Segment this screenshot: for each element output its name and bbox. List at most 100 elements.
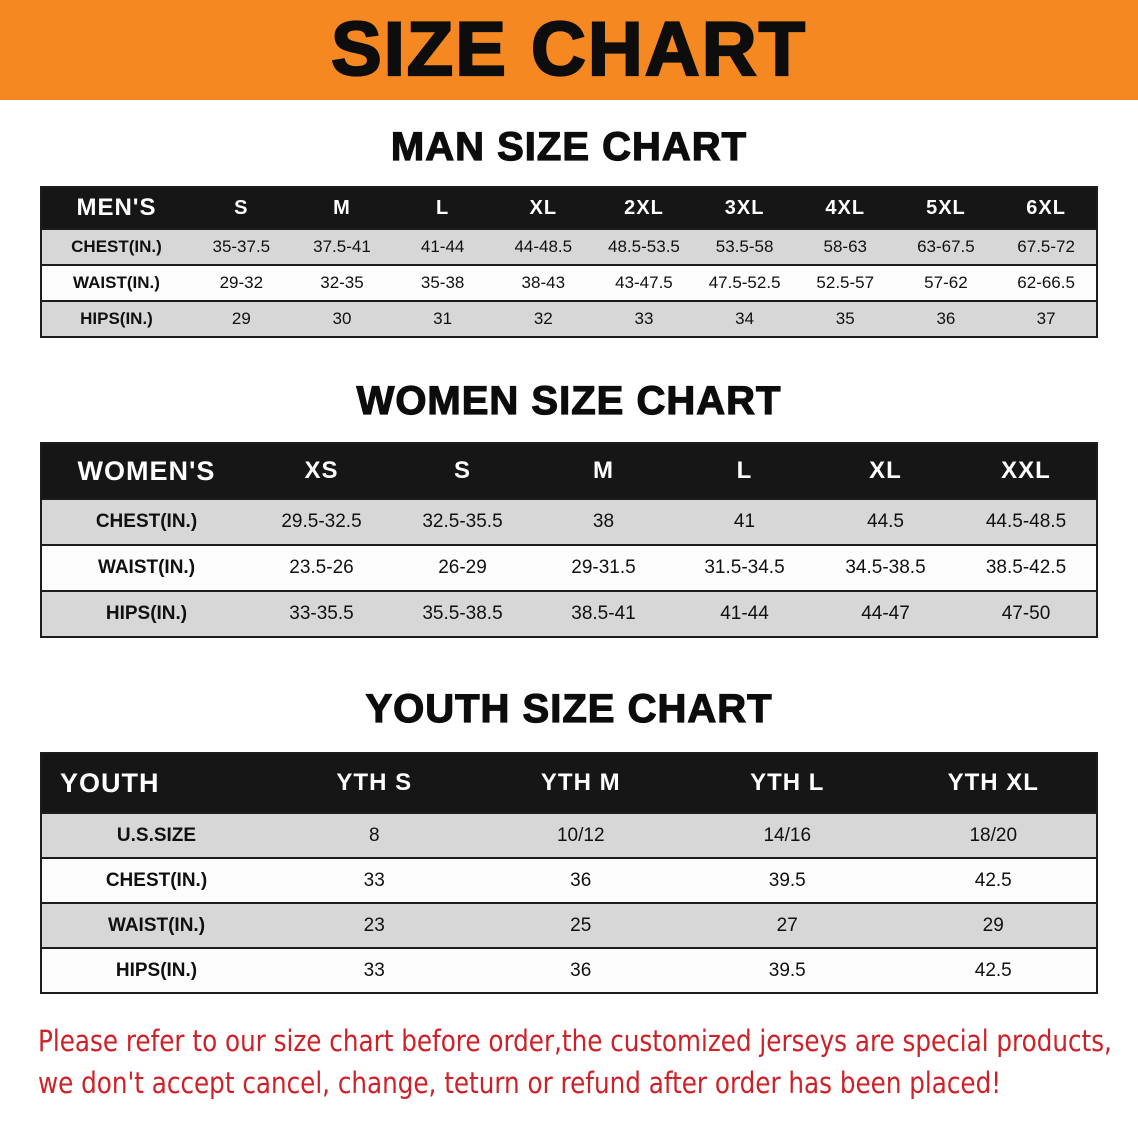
size-value: 41-44 bbox=[392, 229, 493, 265]
size-value: 35.5-38.5 bbox=[392, 591, 533, 637]
size-value: 47-50 bbox=[956, 591, 1097, 637]
size-column-header: 2XL bbox=[593, 187, 695, 229]
row-label: CHEST(IN.) bbox=[41, 858, 271, 903]
size-column-header: L bbox=[392, 187, 493, 229]
disclaimer: Please refer to our size chart before or… bbox=[38, 1020, 1138, 1104]
row-label: U.S.SIZE bbox=[41, 813, 271, 858]
disclaimer-line-1: Please refer to our size chart before or… bbox=[38, 1024, 1112, 1058]
size-value: 32 bbox=[492, 301, 594, 337]
row-label: CHEST(IN.) bbox=[41, 229, 191, 265]
row-label: HIPS(IN.) bbox=[41, 948, 271, 993]
size-value: 39.5 bbox=[684, 858, 891, 903]
size-value: 23.5-26 bbox=[251, 545, 392, 591]
size-column-header: XXL bbox=[956, 443, 1097, 499]
table-category-label: MEN'S bbox=[41, 187, 191, 229]
size-value: 44-48.5 bbox=[492, 229, 594, 265]
size-value: 29-32 bbox=[191, 265, 292, 301]
size-value: 25 bbox=[477, 903, 684, 948]
size-value: 36 bbox=[477, 948, 684, 993]
size-chart-page: SIZE CHART MAN SIZE CHART MEN'S S M L XL 2XL 3… bbox=[0, 0, 1138, 1104]
size-column-header: XS bbox=[251, 443, 392, 499]
size-column-header: L bbox=[674, 443, 815, 499]
size-column-header: YTH XL bbox=[890, 753, 1097, 813]
size-value: 67.5-72 bbox=[996, 229, 1097, 265]
size-column-header: 3XL bbox=[694, 187, 795, 229]
size-value: 14/16 bbox=[684, 813, 891, 858]
size-value: 29 bbox=[890, 903, 1097, 948]
size-value: 38-43 bbox=[492, 265, 594, 301]
size-value: 36 bbox=[477, 858, 684, 903]
women-section: WOMEN SIZE CHART WOMEN'S XS S M L XL XXL CHEST(… bbox=[0, 378, 1138, 638]
women-size-table: WOMEN'S XS S M L XL XXL CHEST(IN.) 29.5-32.5 32.5… bbox=[40, 442, 1098, 638]
youth-section-heading: YOUTH SIZE CHART bbox=[365, 686, 773, 731]
youth-section: YOUTH SIZE CHART YOUTH YTH S YTH M YTH L YTH… bbox=[0, 686, 1138, 994]
size-value: 32-35 bbox=[291, 265, 393, 301]
size-column-header: 4XL bbox=[794, 187, 896, 229]
size-value: 42.5 bbox=[890, 948, 1097, 993]
size-value: 27 bbox=[684, 903, 891, 948]
size-value: 41 bbox=[674, 499, 815, 545]
banner: SIZE CHART bbox=[0, 0, 1138, 100]
size-column-header: S bbox=[392, 443, 533, 499]
size-value: 38.5-41 bbox=[533, 591, 674, 637]
men-section-heading: MAN SIZE CHART bbox=[390, 124, 748, 169]
table-header-row: YOUTH YTH S YTH M YTH L YTH XL bbox=[41, 753, 1097, 813]
size-column-header: M bbox=[533, 443, 674, 499]
disclaimer-line-2: we don't accept cancel, change, teturn o… bbox=[38, 1066, 1002, 1100]
size-value: 57-62 bbox=[895, 265, 997, 301]
size-value: 29 bbox=[191, 301, 292, 337]
table-header-row: WOMEN'S XS S M L XL XXL bbox=[41, 443, 1097, 499]
size-value: 29-31.5 bbox=[533, 545, 674, 591]
size-value: 47.5-52.5 bbox=[694, 265, 795, 301]
size-value: 35-37.5 bbox=[191, 229, 292, 265]
table-row: CHEST(IN.) 35-37.5 37.5-41 41-44 44-48.5 48.5… bbox=[41, 229, 1097, 265]
size-value: 34 bbox=[694, 301, 795, 337]
table-category-label: WOMEN'S bbox=[41, 443, 251, 499]
table-row: U.S.SIZE 8 10/12 14/16 18/20 bbox=[41, 813, 1097, 858]
size-value: 29.5-32.5 bbox=[251, 499, 392, 545]
size-value: 63-67.5 bbox=[895, 229, 997, 265]
size-value: 37.5-41 bbox=[291, 229, 393, 265]
size-value: 37 bbox=[996, 301, 1097, 337]
size-value: 48.5-53.5 bbox=[593, 229, 695, 265]
size-value: 41-44 bbox=[674, 591, 815, 637]
size-value: 44.5-48.5 bbox=[956, 499, 1097, 545]
size-value: 31.5-34.5 bbox=[674, 545, 815, 591]
table-row: WAIST(IN.) 23.5-26 26-29 29-31.5 31.5-34.5 34… bbox=[41, 545, 1097, 591]
table-header-row: MEN'S S M L XL 2XL 3XL 4XL 5XL 6XL bbox=[41, 187, 1097, 229]
size-column-header: M bbox=[291, 187, 393, 229]
table-row: HIPS(IN.) 33-35.5 35.5-38.5 38.5-41 41-44 44-… bbox=[41, 591, 1097, 637]
size-value: 39.5 bbox=[684, 948, 891, 993]
size-column-header: 6XL bbox=[996, 187, 1097, 229]
size-column-header: 5XL bbox=[895, 187, 997, 229]
size-column-header: YTH M bbox=[477, 753, 684, 813]
table-category-label: YOUTH bbox=[41, 753, 271, 813]
size-column-header: XL bbox=[815, 443, 956, 499]
size-column-header: YTH L bbox=[684, 753, 891, 813]
size-value: 35-38 bbox=[392, 265, 493, 301]
size-value: 43-47.5 bbox=[593, 265, 695, 301]
size-value: 53.5-58 bbox=[694, 229, 795, 265]
women-section-heading: WOMEN SIZE CHART bbox=[356, 378, 782, 423]
row-label: WAIST(IN.) bbox=[41, 903, 271, 948]
size-value: 58-63 bbox=[794, 229, 896, 265]
size-value: 31 bbox=[392, 301, 493, 337]
size-column-header: S bbox=[191, 187, 292, 229]
size-value: 38 bbox=[533, 499, 674, 545]
men-section: MAN SIZE CHART MEN'S S M L XL 2XL 3XL 4XL 5XL 6XL… bbox=[0, 124, 1138, 338]
size-value: 33 bbox=[271, 948, 478, 993]
row-label: WAIST(IN.) bbox=[41, 545, 251, 591]
size-value: 18/20 bbox=[890, 813, 1097, 858]
size-value: 23 bbox=[271, 903, 478, 948]
size-value: 35 bbox=[794, 301, 896, 337]
table-row: WAIST(IN.) 29-32 32-35 35-38 38-43 43-47.5 47.… bbox=[41, 265, 1097, 301]
size-value: 38.5-42.5 bbox=[956, 545, 1097, 591]
size-value: 42.5 bbox=[890, 858, 1097, 903]
size-value: 10/12 bbox=[477, 813, 684, 858]
size-chart-main: MAN SIZE CHART MEN'S S M L XL 2XL 3XL 4XL 5XL 6XL… bbox=[0, 124, 1138, 994]
size-value: 26-29 bbox=[392, 545, 533, 591]
table-row: CHEST(IN.) 29.5-32.5 32.5-35.5 38 41 44.5 44.5… bbox=[41, 499, 1097, 545]
table-row: WAIST(IN.) 23 25 27 29 bbox=[41, 903, 1097, 948]
size-value: 52.5-57 bbox=[794, 265, 896, 301]
row-label: CHEST(IN.) bbox=[41, 499, 251, 545]
